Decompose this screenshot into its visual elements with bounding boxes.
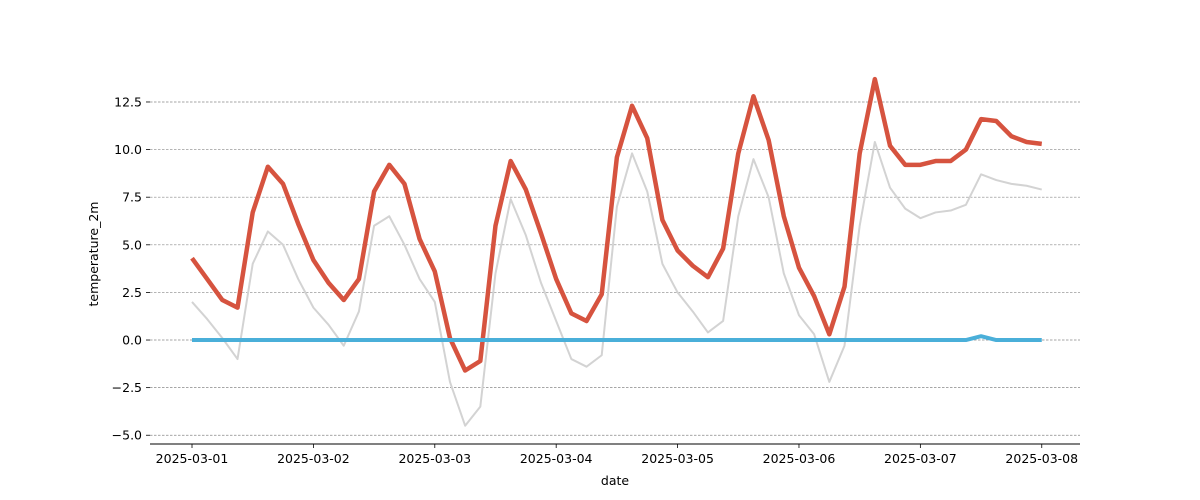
x-tick-label: 2025-03-08 [1005,451,1078,466]
line-series [190,76,1043,373]
x-tick-label: 2025-03-07 [884,451,957,466]
y-tick-label: 0.0 [122,333,142,348]
x-axis-label: date [601,473,629,488]
y-tick-label: 7.5 [122,190,142,205]
x-tick-label: 2025-03-04 [520,451,593,466]
x-tick-label: 2025-03-02 [277,451,350,466]
y-tick-label: −5.0 [112,428,142,443]
y-tick-label: 10.0 [114,142,142,157]
line-series [192,334,1042,343]
x-tick-label: 2025-03-03 [398,451,471,466]
line-series [191,140,1043,427]
x-tick-label: 2025-03-05 [641,451,714,466]
y-tick-label: 5.0 [122,237,142,252]
x-tick-label: 2025-03-06 [763,451,836,466]
y-tick-label: 2.5 [122,285,142,300]
y-tick-label: −2.5 [112,380,142,395]
x-tick-label: 2025-03-01 [156,451,229,466]
y-tick-label: 12.5 [114,94,142,109]
y-axis-label: temperature_2m [86,202,101,307]
